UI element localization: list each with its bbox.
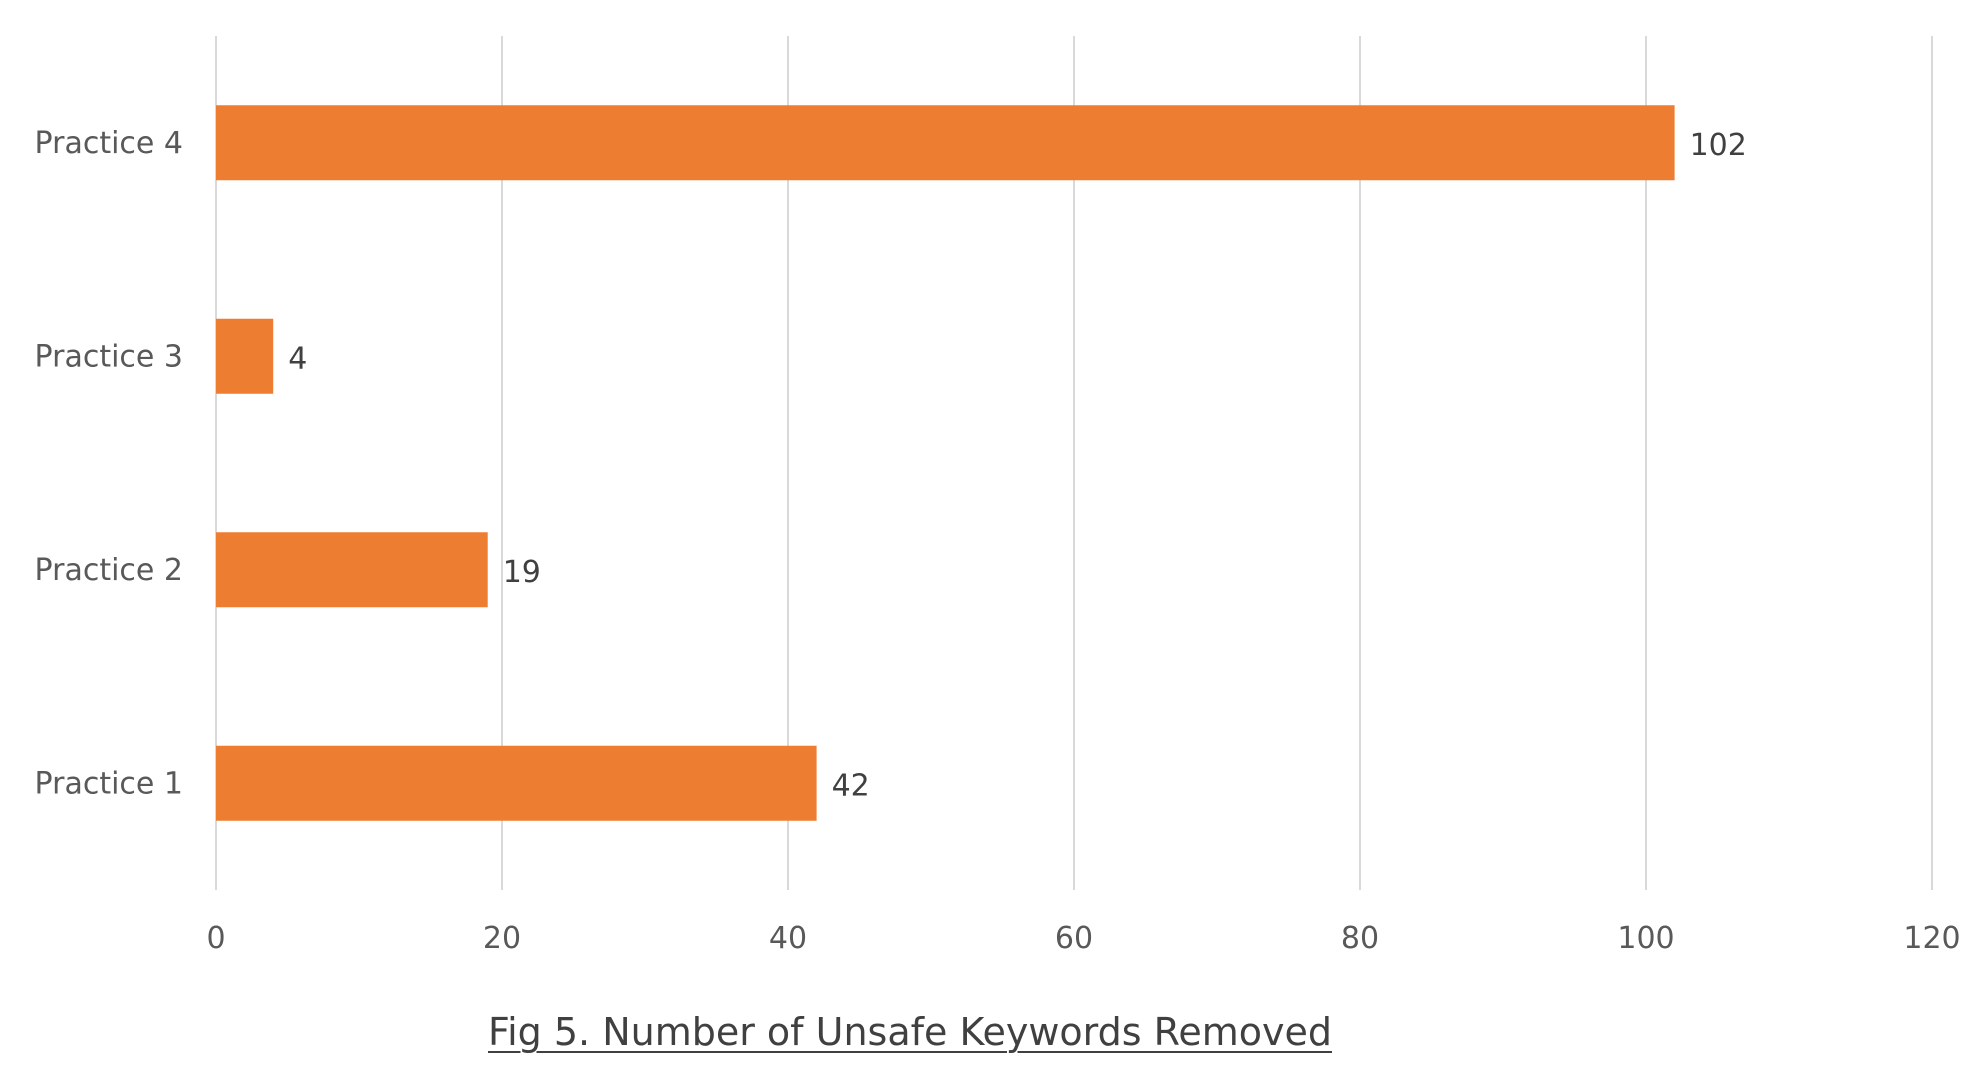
x-axis-tick-labels: 0 20 40 60 80 100 120 (206, 921, 1960, 956)
figure-caption-text: Fig 5. Number of Unsafe Keywords Removed (488, 1010, 1332, 1054)
bar-practice-2 (216, 532, 488, 608)
x-tick-label-0: 0 (206, 921, 225, 956)
x-tick-label-60: 60 (1055, 921, 1093, 956)
bars (216, 105, 1675, 821)
x-tick-label-80: 80 (1341, 921, 1379, 956)
x-tick-label-40: 40 (769, 921, 807, 956)
data-label-practice-4: 102 (1690, 128, 1747, 163)
bar-practice-3 (216, 318, 274, 394)
x-tick-label-120: 120 (1903, 921, 1960, 956)
bar-practice-1 (216, 745, 817, 821)
category-label-practice-3: Practice 3 (35, 339, 183, 374)
data-labels: 42 19 4 102 (288, 128, 1747, 804)
x-tick-label-100: 100 (1617, 921, 1674, 956)
data-label-practice-3: 4 (288, 341, 307, 376)
category-label-practice-2: Practice 2 (35, 553, 183, 588)
data-label-practice-2: 19 (503, 555, 541, 590)
category-label-practice-4: Practice 4 (35, 126, 183, 161)
data-label-practice-1: 42 (832, 768, 870, 803)
figure-caption: Fig 5. Number of Unsafe Keywords Removed (0, 1010, 1820, 1054)
x-tick-label-20: 20 (483, 921, 521, 956)
category-labels: Practice 1 Practice 2 Practice 3 Practice 4 (35, 126, 183, 802)
bar-practice-4 (216, 105, 1675, 181)
category-label-practice-1: Practice 1 (35, 766, 183, 801)
